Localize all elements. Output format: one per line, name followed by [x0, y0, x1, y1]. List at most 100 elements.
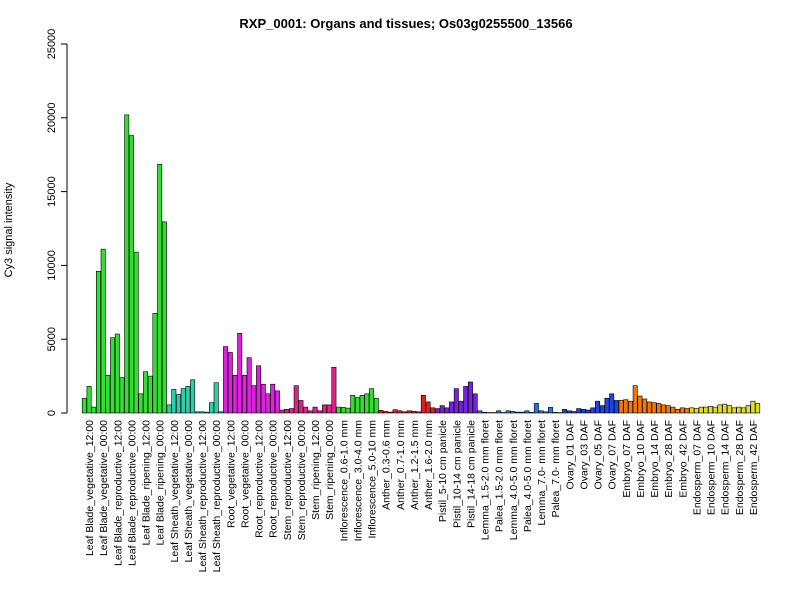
category-label: Inflorescence_3.0-4.0 mm [352, 420, 364, 542]
y-axis: 0 5000 10000 15000 20000 25000 [46, 29, 68, 416]
category-label: Leaf Blade_ripening_12:00 [141, 420, 153, 546]
category-label: Pistil_5-10 cm panicle [437, 420, 449, 522]
category-label: Embryo_14 DAF [649, 420, 661, 498]
bar [293, 385, 299, 414]
category-label: Ovary_07 DAF [607, 420, 619, 489]
category-label: Pistil_10-14 cm panicle [451, 420, 463, 528]
bar [425, 401, 431, 414]
bar [354, 397, 360, 414]
bar [133, 251, 139, 414]
bar [204, 411, 210, 414]
bar [209, 402, 214, 414]
bar [755, 403, 761, 414]
bar [364, 393, 370, 414]
category-label: Anther_1.2-1.5 mm [409, 420, 421, 510]
bar [585, 409, 591, 414]
category-label: Leaf Blade_vegetative_00:00 [98, 420, 110, 556]
bar [241, 375, 247, 414]
bar [505, 410, 511, 414]
bar [317, 410, 323, 414]
bar [185, 386, 191, 414]
bar [345, 407, 351, 414]
bar [609, 393, 615, 414]
bar [340, 407, 346, 414]
bar [326, 404, 332, 414]
y-tick-label: 25000 [46, 29, 58, 60]
bar [580, 409, 586, 414]
category-label: Embryo_07 DAF [621, 420, 633, 498]
category-label: Endosperm_14 DAF [720, 420, 732, 515]
bar [114, 333, 120, 414]
category-label: Pistil_14-18 cm panicle [465, 420, 477, 528]
bar [717, 404, 723, 414]
bar [246, 357, 252, 414]
bar [552, 412, 558, 414]
bar [477, 410, 483, 414]
bar [576, 408, 582, 414]
category-label: Endosperm_10 DAF [706, 420, 718, 515]
bar [543, 411, 549, 414]
category-label: Endosperm_28 DAF [734, 420, 746, 515]
category-label: Anther_1.6-2.0 mm [423, 420, 435, 510]
bar [152, 313, 158, 414]
bar [632, 385, 638, 414]
bar [698, 406, 704, 414]
bar [670, 406, 676, 414]
bar [223, 346, 229, 414]
bar [439, 405, 445, 414]
bar [712, 406, 718, 414]
bar [496, 410, 502, 414]
category-labels: Leaf Blade_vegetative_12:00 Leaf Blade_ve… [84, 420, 760, 573]
bar [237, 332, 243, 414]
bar [665, 405, 671, 414]
bars-layer [81, 114, 761, 414]
y-axis-label: Cy3 signal intensity [3, 182, 15, 277]
bar [613, 400, 619, 414]
bar [562, 409, 568, 414]
category-label: Stem_ripening_00:00 [324, 420, 336, 520]
bar [595, 400, 601, 414]
bar [312, 406, 318, 414]
bar [397, 410, 403, 414]
chart-title: RXP_0001: Organs and tissues; Os03g02555… [239, 16, 572, 31]
category-label: Stem_ripening_12:00 [310, 420, 322, 520]
bar [420, 394, 426, 414]
category-label: Embryo_42 DAF [677, 420, 689, 498]
bar [199, 411, 205, 414]
bar [458, 400, 464, 414]
bar [91, 406, 97, 414]
bar [406, 410, 412, 414]
bar [143, 371, 149, 414]
bar [194, 411, 200, 414]
bar [96, 270, 101, 414]
bar [703, 406, 709, 414]
category-label: Root_vegetative_00:00 [239, 420, 251, 528]
bar [731, 407, 737, 414]
bar [256, 365, 262, 414]
category-label: Embryo_10 DAF [635, 420, 647, 498]
category-label: Lemma_4.0-5.0 mm floret [508, 420, 520, 540]
bar [430, 407, 436, 414]
bar [533, 403, 539, 414]
y-tick-label: 20000 [46, 103, 58, 134]
category-label: Lemma_1.5-2.0 mm floret [480, 420, 492, 540]
bar [157, 163, 163, 414]
bar [623, 399, 629, 414]
category-label: Leaf Sheath_vegetative_12:00 [169, 420, 181, 563]
bar [411, 410, 417, 414]
bar [444, 407, 450, 414]
bar [81, 397, 87, 414]
category-label: Anther_0.7-1.0 mm [395, 420, 407, 510]
bar [303, 406, 309, 414]
bar [538, 410, 544, 414]
bar [190, 379, 196, 414]
bar [745, 405, 751, 414]
y-tick-label: 5000 [46, 327, 58, 351]
y-tick-label: 15000 [46, 176, 58, 207]
bar [166, 404, 172, 414]
bar [213, 382, 219, 414]
y-tick-label: 10000 [46, 250, 58, 281]
category-label: Leaf Blade_reproductive_12:00 [112, 420, 124, 566]
bar [463, 386, 469, 414]
bar [661, 404, 666, 414]
